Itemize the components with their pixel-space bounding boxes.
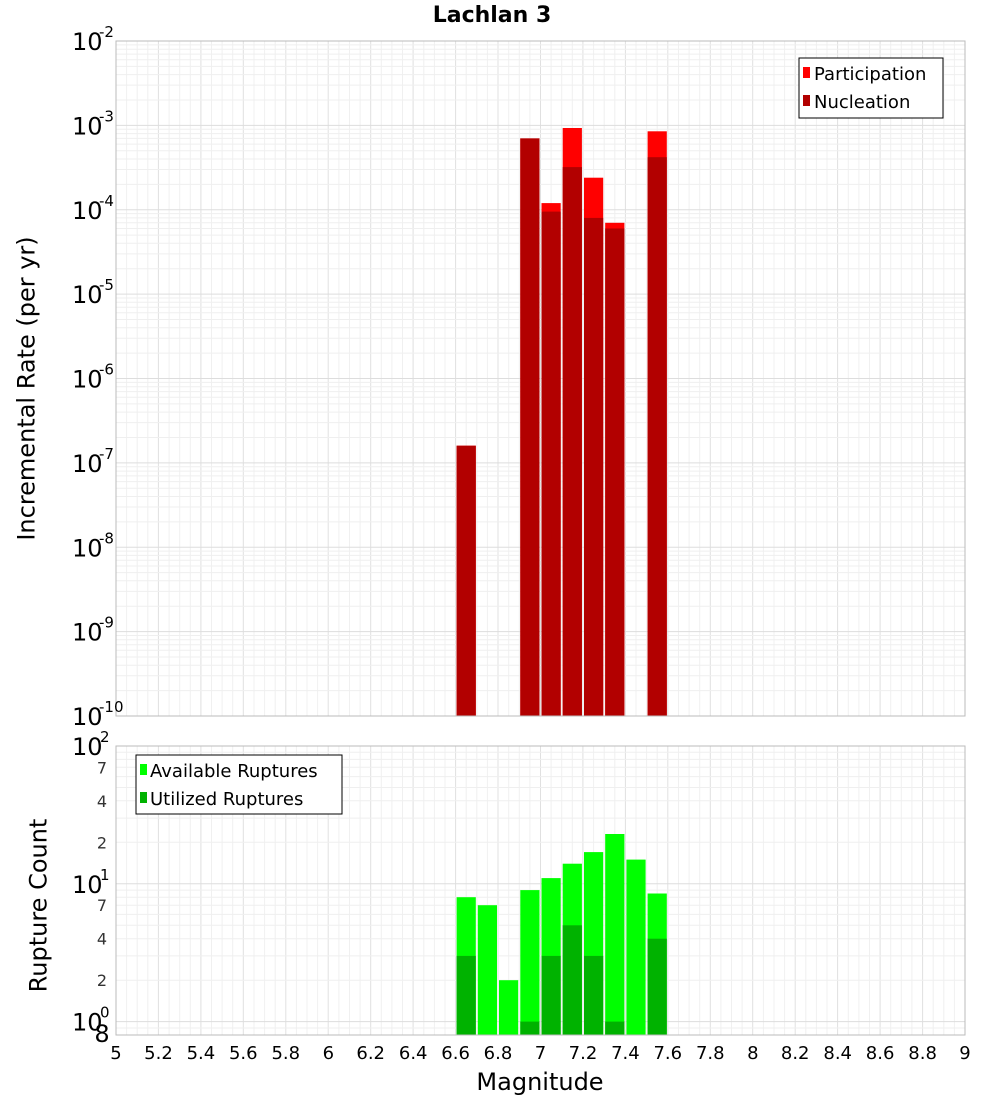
- rate-plot-grid: [115, 41, 966, 717]
- bar-available-ruptures: [520, 890, 540, 1035]
- count-legend-box: [135, 754, 343, 815]
- rate-plot-bars: [456, 128, 667, 717]
- bar-nucleation: [541, 211, 561, 716]
- y-tick-exponent: -4: [99, 192, 114, 210]
- y-tick-exponent: -9: [99, 614, 114, 632]
- x-tick-label: 6.2: [356, 1043, 385, 1064]
- x-axis-ticks: 5 5.2 5.4 5.6 5.8 6 6.2 6.4 6.6 6.8 7 7.2 7.4 7.6 7.8 8…: [110, 1043, 970, 1064]
- x-tick-label: 8.4: [823, 1043, 852, 1064]
- x-tick-label: 7.8: [696, 1043, 725, 1064]
- x-tick-label: 8.6: [866, 1043, 895, 1064]
- legend-swatch-nucleation: [803, 95, 810, 106]
- bar-utilized-ruptures: [647, 938, 667, 1035]
- bar-nucleation: [520, 138, 540, 716]
- bar-utilized-ruptures: [605, 1021, 625, 1035]
- bar-utilized-ruptures: [562, 925, 582, 1035]
- y-tick-label: 10: [72, 703, 103, 731]
- count-y-axis-label: Rupture Count: [24, 819, 52, 993]
- bar-utilized-ruptures: [541, 955, 561, 1035]
- bar-nucleation: [584, 217, 604, 716]
- bar-nucleation: [456, 445, 476, 716]
- rate-legend-box: [798, 57, 944, 119]
- legend-swatch-utilized: [140, 792, 147, 803]
- legend-label-available: Available Ruptures: [150, 761, 318, 782]
- x-tick-label: 8.8: [908, 1043, 937, 1064]
- x-tick-label: 7: [535, 1043, 546, 1064]
- y-tick-label: 10: [72, 112, 103, 140]
- y-minor-tick-label: 4: [97, 792, 107, 811]
- bar-nucleation: [647, 157, 667, 716]
- legend-swatch-available: [140, 764, 147, 775]
- bar-available-ruptures: [605, 834, 625, 1035]
- x-tick-label: 8: [747, 1043, 758, 1064]
- y-tick-exponent: 1: [100, 866, 110, 884]
- count-legend: Available Ruptures Utilized Ruptures: [135, 754, 343, 815]
- y-minor-tick-label: 7: [97, 758, 107, 777]
- y-tick-label: 10: [72, 1009, 103, 1037]
- x-tick-label: 5.2: [144, 1043, 173, 1064]
- y-minor-tick-label: 4: [97, 930, 107, 949]
- y-tick-exponent: -7: [99, 445, 114, 463]
- y-tick-exponent: -3: [99, 107, 114, 125]
- bar-utilized-ruptures: [584, 955, 604, 1035]
- bar-utilized-ruptures: [520, 1021, 540, 1035]
- y-tick-exponent: 0: [100, 1004, 110, 1022]
- x-tick-label: 5.4: [187, 1043, 216, 1064]
- y-minor-tick-label: 8: [94, 1020, 109, 1048]
- y-tick-exponent: -8: [99, 529, 114, 547]
- y-tick-label: 10: [72, 28, 103, 56]
- x-tick-label: 9: [959, 1043, 970, 1064]
- rate-y-axis-label: Incremental Rate (per yr): [12, 236, 40, 540]
- bar-available-ruptures: [626, 859, 646, 1035]
- legend-label-utilized: Utilized Ruptures: [150, 789, 303, 810]
- y-minor-tick-label: 2: [97, 833, 107, 852]
- chart-title: Lachlan 3: [433, 3, 552, 28]
- x-tick-label: 6.4: [399, 1043, 428, 1064]
- y-minor-tick-label: 2: [97, 971, 107, 990]
- x-tick-label: 5.8: [271, 1043, 300, 1064]
- y-tick-label: 10: [72, 619, 103, 647]
- y-tick-label: 10: [72, 534, 103, 562]
- x-tick-label: 7.2: [569, 1043, 598, 1064]
- count-plot-bars: [456, 834, 667, 1035]
- x-tick-label: 7.4: [611, 1043, 640, 1064]
- rate-legend: Participation Nucleation: [798, 57, 944, 119]
- y-tick-exponent: -10: [99, 698, 124, 716]
- y-tick-label: 10: [72, 733, 103, 761]
- rate-plot-frame: [115, 40, 966, 717]
- x-tick-label: 6: [323, 1043, 334, 1064]
- y-tick-label: 10: [72, 871, 103, 899]
- bar-nucleation: [605, 228, 625, 716]
- bar-nucleation: [562, 167, 582, 717]
- bar-utilized-ruptures: [456, 955, 476, 1035]
- x-axis-label: Magnitude: [476, 1068, 603, 1096]
- x-tick-label: 8.2: [781, 1043, 810, 1064]
- legend-swatch-participation: [803, 67, 810, 78]
- bar-available-ruptures: [477, 905, 497, 1035]
- x-tick-label: 7.6: [653, 1043, 682, 1064]
- y-tick-label: 10: [72, 197, 103, 225]
- count-plot-frame: [115, 745, 966, 1036]
- legend-label-participation: Participation: [814, 64, 926, 85]
- y-tick-label: 10: [72, 450, 103, 478]
- y-tick-label: 10: [72, 281, 103, 309]
- y-tick-exponent: -2: [99, 23, 114, 41]
- y-tick-label: 10: [72, 366, 103, 394]
- y-tick-exponent: -6: [99, 361, 114, 379]
- x-tick-label: 5.6: [229, 1043, 258, 1064]
- legend-label-nucleation: Nucleation: [814, 92, 910, 113]
- x-tick-label: 5: [110, 1043, 121, 1064]
- bar-available-ruptures: [499, 980, 519, 1035]
- y-tick-exponent: 2: [100, 728, 110, 746]
- x-tick-label: 6.8: [484, 1043, 513, 1064]
- y-minor-tick-label: 7: [97, 896, 107, 915]
- y-tick-exponent: -5: [99, 276, 114, 294]
- x-tick-label: 6.6: [441, 1043, 470, 1064]
